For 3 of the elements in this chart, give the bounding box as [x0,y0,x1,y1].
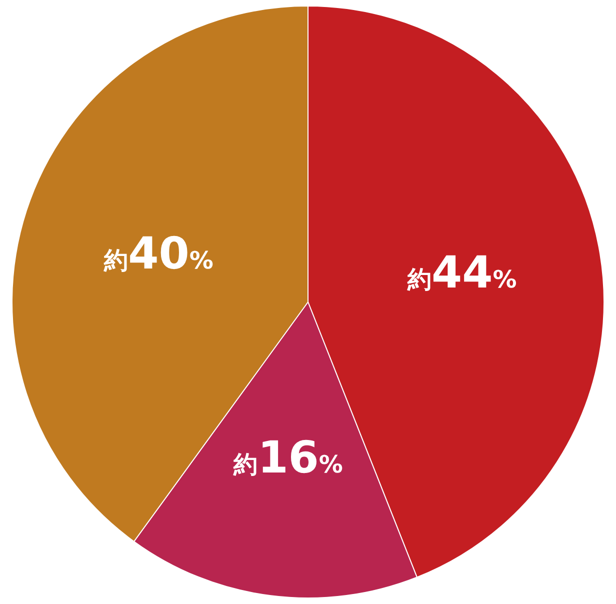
data-label: 約16% [232,432,343,484]
data-label: 約40% [103,228,214,280]
data-label: 約44% [406,248,517,299]
